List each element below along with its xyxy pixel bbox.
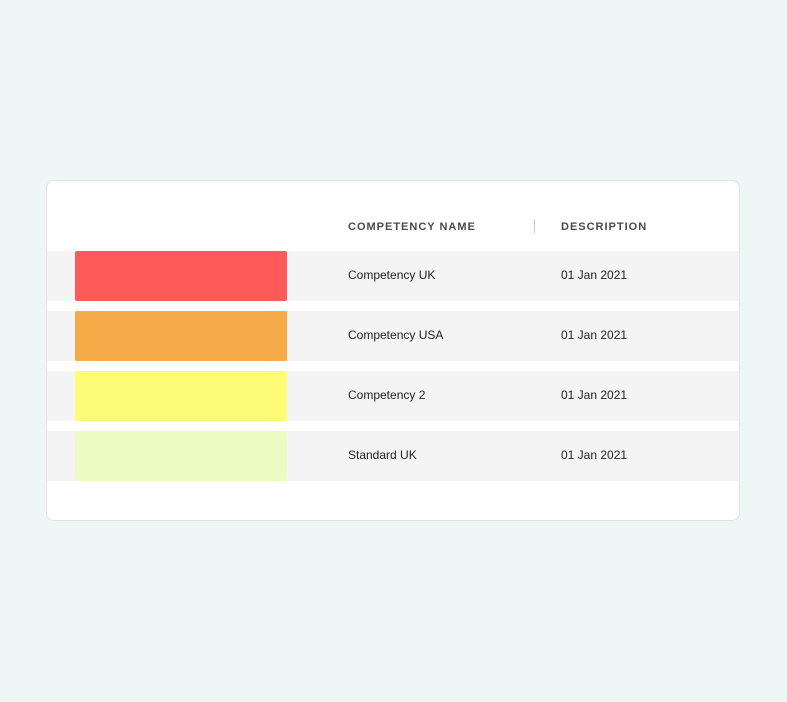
color-swatch <box>75 371 287 421</box>
competency-name-cell: Standard UK <box>348 448 417 462</box>
competency-name-cell: Competency 2 <box>348 388 426 402</box>
color-swatch <box>75 251 287 301</box>
color-swatch <box>75 431 287 481</box>
table-header: COMPETENCY NAME DESCRIPTION <box>47 181 739 251</box>
table-row[interactable]: Competency UK 01 Jan 2021 <box>47 251 739 301</box>
competency-name-cell: Competency USA <box>348 328 444 342</box>
table-body: Competency UK 01 Jan 2021 Competency USA… <box>47 251 739 491</box>
table-row[interactable]: Standard UK 01 Jan 2021 <box>47 431 739 481</box>
column-resize-handle[interactable] <box>534 219 535 233</box>
description-cell: 01 Jan 2021 <box>561 448 628 462</box>
description-cell: 01 Jan 2021 <box>561 388 628 402</box>
description-cell: 01 Jan 2021 <box>561 328 628 342</box>
column-header-description[interactable]: DESCRIPTION <box>561 221 648 233</box>
color-swatch <box>75 311 287 361</box>
table-row[interactable]: Competency 2 01 Jan 2021 <box>47 371 739 421</box>
description-cell: 01 Jan 2021 <box>561 268 628 282</box>
competency-name-cell: Competency UK <box>348 268 436 282</box>
competency-table-card: COMPETENCY NAME DESCRIPTION Competency U… <box>46 180 740 521</box>
column-header-competency-name[interactable]: COMPETENCY NAME <box>348 221 476 233</box>
table-row[interactable]: Competency USA 01 Jan 2021 <box>47 311 739 361</box>
